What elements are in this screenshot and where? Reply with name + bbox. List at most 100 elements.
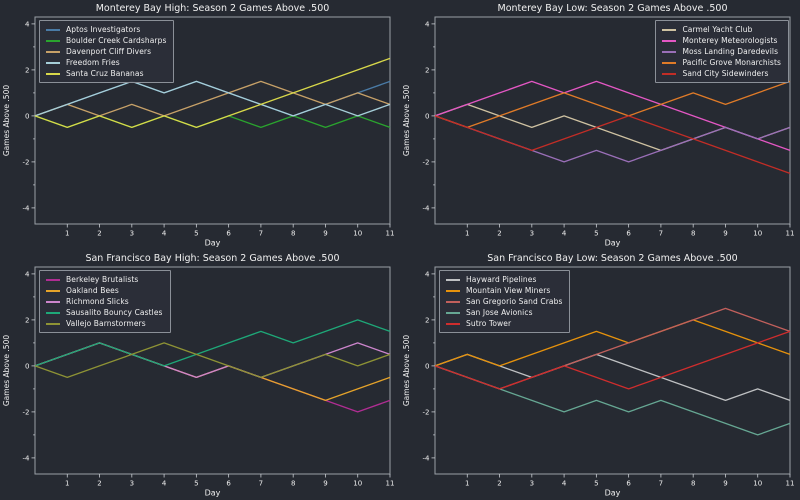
legend-swatch-line <box>662 28 677 31</box>
x-axis-label: Day <box>605 489 621 498</box>
legend-item: Monterey Meteorologists <box>662 35 781 46</box>
series-line <box>34 342 391 379</box>
x-tick-label: 11 <box>386 230 395 238</box>
y-tick-label: -2 <box>423 408 430 416</box>
x-tick-label: 2 <box>497 230 501 238</box>
legend-label: Aptos Investigators <box>66 25 141 34</box>
x-tick-label: 6 <box>226 230 231 238</box>
y-tick-label: 0 <box>425 362 429 370</box>
x-tick-label: 4 <box>162 230 167 238</box>
legend-item: Mountain View Miners <box>446 285 562 296</box>
x-tick-label: 7 <box>659 480 663 488</box>
y-tick-label: 4 <box>25 20 30 28</box>
y-tick-label: -4 <box>423 454 431 462</box>
y-tick-label: 4 <box>425 270 430 278</box>
legend-label: San Gregorio Sand Crabs <box>466 297 563 306</box>
legend-item: Oakland Bees <box>46 285 163 296</box>
legend-item: Hayward Pipelines <box>446 274 562 285</box>
legend: Hayward Pipelines Mountain View Miners San… <box>439 270 571 333</box>
legend-item: Moss Landing Daredevils <box>662 46 781 57</box>
x-tick-label: 1 <box>465 230 469 238</box>
subplot-1: 1 2 3 4 5 6 7 8 9 10 11 -4 -2 0 2 4 Monterey Bay Low: Se… <box>400 0 800 250</box>
x-tick-label: 8 <box>291 230 295 238</box>
x-tick-label: 6 <box>626 230 631 238</box>
x-tick-label: 2 <box>97 230 101 238</box>
legend-label: San Jose Avionics <box>466 308 533 317</box>
x-tick-label: 8 <box>291 480 295 488</box>
subplot-3: 1 2 3 4 5 6 7 8 9 10 11 -4 -2 0 2 4 San Francisco Bay Lo… <box>400 250 800 500</box>
legend-swatch-line <box>46 39 60 42</box>
legend-item: San Gregorio Sand Crabs <box>446 296 562 307</box>
legend-label: Sand City Sidewinders <box>682 69 769 78</box>
legend-swatch-line <box>662 61 677 64</box>
legend-item: Freedom Fries <box>46 57 166 68</box>
y-tick-label: -2 <box>23 158 30 166</box>
series-line <box>34 57 391 129</box>
subplot-title: Monterey Bay Low: Season 2 Games Above .… <box>498 3 728 14</box>
x-tick-label: 7 <box>259 480 263 488</box>
subplot-title: San Francisco Bay Low: Season 2 Games Ab… <box>487 253 737 264</box>
y-tick-label: 2 <box>25 66 29 74</box>
legend-item: Carmel Yacht Club <box>662 24 781 35</box>
legend-item: Richmond Slicks <box>46 296 163 307</box>
legend-swatch-line <box>46 289 60 292</box>
legend-label: Berkeley Brutalists <box>66 275 139 284</box>
series-line <box>34 319 391 367</box>
legend-swatch-line <box>46 50 60 53</box>
y-tick-label: -2 <box>23 408 30 416</box>
y-axis-label: Games Above .500 <box>2 335 11 406</box>
legend-swatch-line <box>662 50 677 53</box>
legend-label: Moss Landing Daredevils <box>682 47 779 56</box>
x-tick-label: 1 <box>65 230 69 238</box>
x-tick-label: 9 <box>323 480 327 488</box>
x-tick-label: 10 <box>353 480 362 488</box>
y-tick-label: 2 <box>425 316 429 324</box>
legend-swatch-line <box>662 39 677 42</box>
x-axis-label: Day <box>205 489 221 498</box>
legend-swatch-line <box>446 311 460 314</box>
x-tick-label: 7 <box>259 230 263 238</box>
y-tick-label: -4 <box>23 454 31 462</box>
legend-item: Sutro Tower <box>446 318 562 329</box>
y-tick-label: 0 <box>25 362 29 370</box>
legend-swatch-line <box>446 300 460 303</box>
legend-label: Boulder Creek Cardsharps <box>66 36 167 45</box>
legend-label: Oakland Bees <box>66 286 119 295</box>
x-tick-label: 9 <box>723 480 727 488</box>
legend: Aptos Investigators Boulder Creek Cardsha… <box>39 20 175 83</box>
x-axis-label: Day <box>205 239 221 248</box>
legend-swatch-line <box>46 300 60 303</box>
plot-canvas: 1 2 3 4 5 6 7 8 9 10 11 -4 -2 0 2 4 San Francisco Bay Lo… <box>402 253 794 498</box>
legend-label: Sutro Tower <box>466 319 512 328</box>
x-tick-label: 8 <box>691 480 695 488</box>
x-axis-label: Day <box>605 239 621 248</box>
legend-label: Carmel Yacht Club <box>682 25 753 34</box>
x-tick-label: 1 <box>65 480 69 488</box>
legend-label: Hayward Pipelines <box>466 275 537 284</box>
legend-item: Vallejo Barnstormers <box>46 318 163 329</box>
x-tick-label: 5 <box>194 230 198 238</box>
legend-swatch-line <box>46 28 60 31</box>
x-tick-label: 6 <box>226 480 231 488</box>
x-tick-label: 6 <box>626 480 631 488</box>
subplot-0: 1 2 3 4 5 6 7 8 9 10 11 -4 -2 0 2 4 Monterey Bay High: S… <box>0 0 400 250</box>
x-tick-label: 11 <box>386 480 395 488</box>
legend: Berkeley Brutalists Oakland Bees Richmond … <box>39 270 171 333</box>
legend-label: Vallejo Barnstormers <box>66 319 146 328</box>
y-tick-label: 2 <box>425 66 429 74</box>
legend-item: San Jose Avionics <box>446 307 562 318</box>
legend-swatch-line <box>46 311 60 314</box>
legend-label: Santa Cruz Bananas <box>66 69 144 78</box>
subplot-title: San Francisco Bay High: Season 2 Games A… <box>85 253 339 264</box>
legend-swatch-line <box>446 278 460 281</box>
y-tick-label: -4 <box>423 204 431 212</box>
y-tick-label: 2 <box>25 316 29 324</box>
series-line <box>434 115 791 175</box>
legend: Carmel Yacht Club Monterey Meteorologists… <box>655 20 789 83</box>
legend-item: Pacific Grove Monarchists <box>662 57 781 68</box>
x-tick-label: 3 <box>530 230 534 238</box>
y-tick-label: 4 <box>25 270 30 278</box>
legend-item: Sausalito Bouncy Castles <box>46 307 163 318</box>
x-tick-label: 3 <box>130 480 134 488</box>
